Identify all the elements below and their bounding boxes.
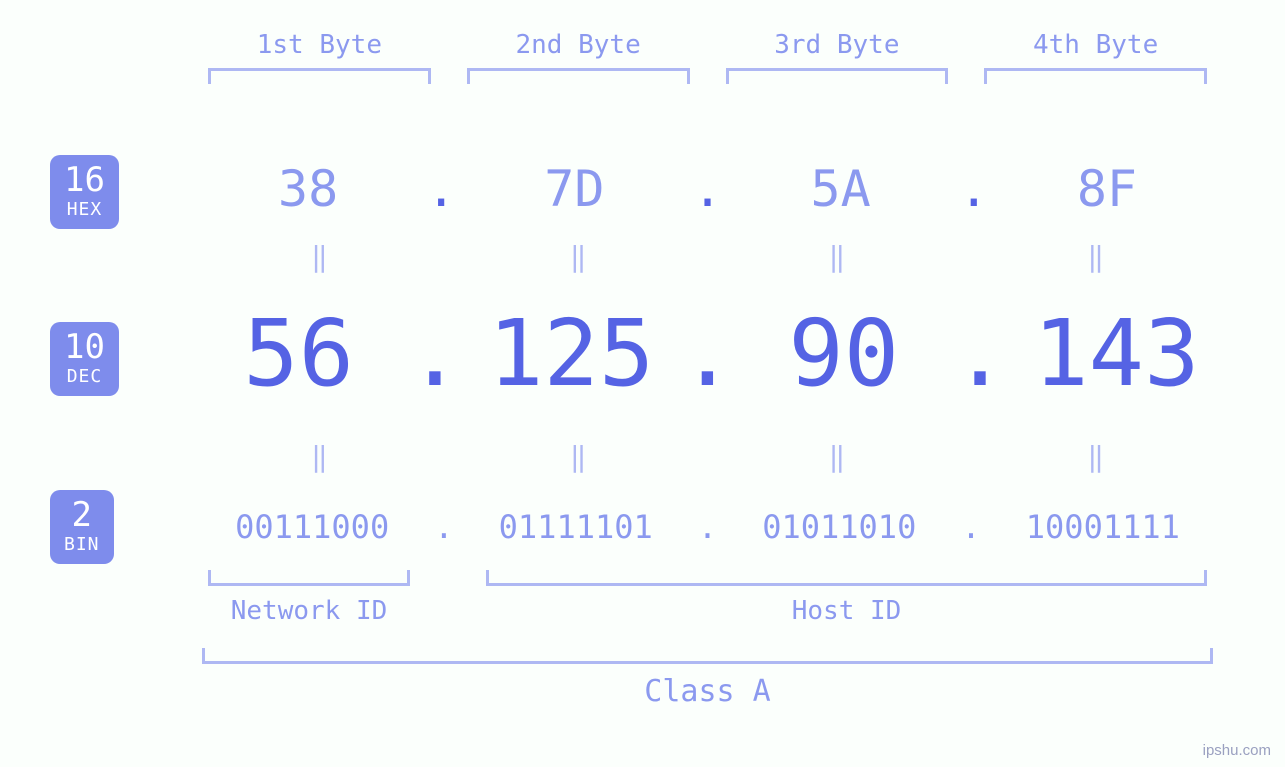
watermark: ipshu.com xyxy=(1203,742,1271,759)
byte-header-bracket xyxy=(208,68,431,84)
host-id-label: Host ID xyxy=(468,596,1225,626)
bin-byte-2: 01111101 xyxy=(454,508,698,546)
hex-byte-1: 38 xyxy=(190,160,426,218)
byte-header-bracket xyxy=(984,68,1207,84)
equals-row-2: ‖‖‖‖ xyxy=(190,440,1225,473)
dec-separator: . xyxy=(952,300,1007,407)
byte-header-label: 2nd Byte xyxy=(449,30,708,60)
byte-header-bracket xyxy=(726,68,949,84)
equals-glyph: ‖ xyxy=(966,240,1225,273)
equals-glyph: ‖ xyxy=(708,440,967,473)
hex-byte-3: 5A xyxy=(723,160,959,218)
byte-header-1: 1st Byte xyxy=(190,30,449,84)
dec-byte-4: 143 xyxy=(1008,300,1225,407)
byte-header-bracket xyxy=(467,68,690,84)
equals-glyph: ‖ xyxy=(966,440,1225,473)
dec-byte-2: 125 xyxy=(463,300,680,407)
bin-separator: . xyxy=(961,508,980,546)
class-bracket xyxy=(202,648,1213,664)
bin-separator: . xyxy=(434,508,453,546)
dec-row: 56.125.90.143 xyxy=(190,300,1225,407)
base-badge-label: DEC xyxy=(64,368,105,386)
hex-separator: . xyxy=(959,160,989,218)
byte-header-3: 3rd Byte xyxy=(708,30,967,84)
base-badge-number: 10 xyxy=(64,330,105,364)
equals-glyph: ‖ xyxy=(449,240,708,273)
base-badge-bin: 2 BIN xyxy=(50,490,114,564)
equals-glyph: ‖ xyxy=(190,440,449,473)
ip-bytes-diagram: 1st Byte2nd Byte3rd Byte4th Byte 16 HEX 10… xyxy=(0,0,1285,767)
byte-header-label: 1st Byte xyxy=(190,30,449,60)
base-badge-label: HEX xyxy=(64,201,105,219)
dec-separator: . xyxy=(680,300,735,407)
network-id-bracket xyxy=(208,570,410,586)
base-badge-number: 2 xyxy=(64,498,100,532)
bin-byte-4: 10001111 xyxy=(981,508,1225,546)
bin-byte-3: 01011010 xyxy=(717,508,961,546)
base-badge-hex: 16 HEX xyxy=(50,155,119,229)
base-badge-dec: 10 DEC xyxy=(50,322,119,396)
hex-byte-4: 8F xyxy=(989,160,1225,218)
byte-header-label: 3rd Byte xyxy=(708,30,967,60)
dec-separator: . xyxy=(407,300,462,407)
network-id-label: Network ID xyxy=(190,596,428,626)
dec-byte-1: 56 xyxy=(190,300,407,407)
equals-row-1: ‖‖‖‖ xyxy=(190,240,1225,273)
equals-glyph: ‖ xyxy=(708,240,967,273)
byte-header-2: 2nd Byte xyxy=(449,30,708,84)
bin-row: 00111000.01111101.01011010.10001111 xyxy=(190,508,1225,546)
base-badge-number: 16 xyxy=(64,163,105,197)
byte-header-row: 1st Byte2nd Byte3rd Byte4th Byte xyxy=(190,30,1225,84)
base-badge-label: BIN xyxy=(64,536,100,554)
hex-row: 38.7D.5A.8F xyxy=(190,160,1225,218)
dec-byte-3: 90 xyxy=(735,300,952,407)
byte-header-label: 4th Byte xyxy=(966,30,1225,60)
bin-byte-1: 00111000 xyxy=(190,508,434,546)
hex-separator: . xyxy=(692,160,722,218)
bin-separator: . xyxy=(698,508,717,546)
bottom-brackets: Network ID Host ID Class A xyxy=(190,570,1225,709)
hex-byte-2: 7D xyxy=(456,160,692,218)
equals-glyph: ‖ xyxy=(190,240,449,273)
class-label: Class A xyxy=(190,674,1225,709)
byte-header-4: 4th Byte xyxy=(966,30,1225,84)
equals-glyph: ‖ xyxy=(449,440,708,473)
host-id-bracket xyxy=(486,570,1207,586)
hex-separator: . xyxy=(426,160,456,218)
